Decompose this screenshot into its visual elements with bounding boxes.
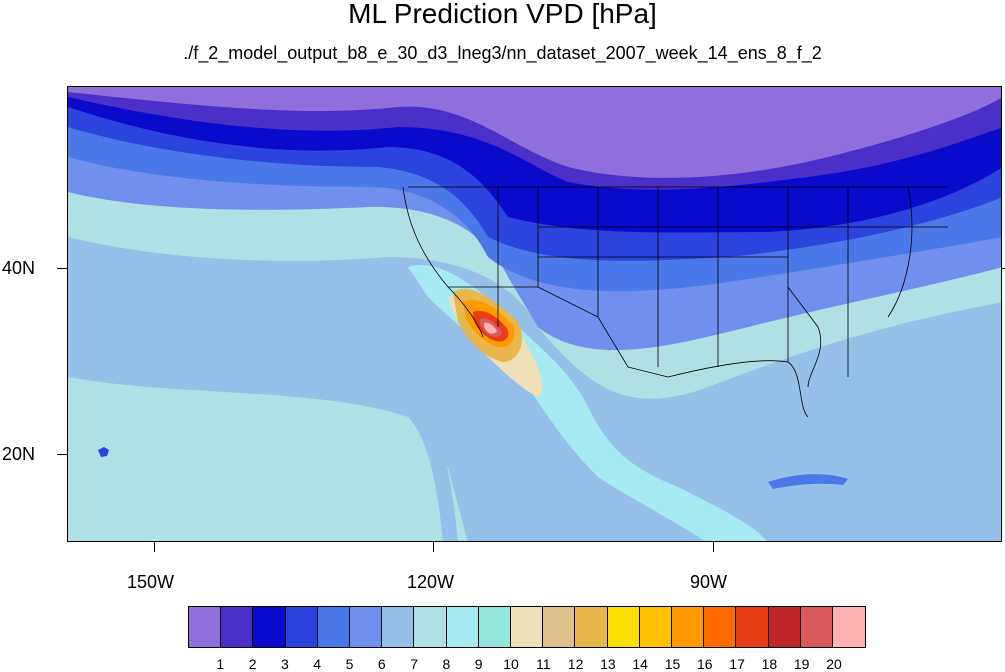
colorbar: [188, 606, 867, 648]
colorbar-label: 18: [761, 656, 778, 672]
colorbar-labels: 1 2 3 4 5 6 7 8 9 10 11 12 13 14 15 16 17 18 19 20: [0, 656, 1005, 672]
colorbar-swatch-18: [736, 607, 769, 647]
colorbar-label: 1: [216, 656, 225, 672]
colorbar-label: 4: [313, 656, 322, 672]
lon-label-150w: 150W: [127, 572, 175, 592]
colorbar-label: 9: [474, 656, 483, 672]
colorbar-label: 10: [503, 656, 519, 672]
colorbar-label: 2: [248, 656, 257, 672]
lon-label-90w: 90W: [690, 572, 728, 592]
colorbar-label: 11: [536, 656, 551, 672]
colorbar-swatch-12: [543, 607, 576, 647]
lon-tick-150w: [154, 542, 155, 552]
colorbar-label: 14: [632, 656, 648, 672]
colorbar-swatch-1: [189, 607, 222, 647]
colorbar-swatch-20: [800, 607, 834, 647]
lat-tick-20n-left: [57, 454, 67, 455]
colorbar-swatch-19: [768, 607, 801, 647]
colorbar-swatch-21: [833, 607, 866, 647]
colorbar-label: 19: [793, 656, 810, 672]
vpd-map: [67, 86, 1002, 542]
colorbar-label: 3: [280, 656, 289, 672]
colorbar-label: 16: [697, 656, 713, 672]
colorbar-label: 20: [826, 656, 842, 672]
colorbar-label: 6: [377, 656, 386, 672]
colorbar-swatch-6: [350, 607, 383, 647]
lat-label-20n: 20N: [2, 444, 36, 464]
map-title: ML Prediction VPD [hPa]: [348, 0, 657, 29]
colorbar-swatch-14: [607, 607, 640, 647]
lon-tick-90w: [713, 542, 714, 552]
lon-tick-120w: [433, 542, 434, 552]
colorbar-label: 7: [410, 656, 418, 672]
colorbar-swatch-2: [221, 607, 254, 647]
lat-label-40n: 40N: [2, 258, 36, 278]
colorbar-swatch-3: [253, 607, 286, 647]
colorbar-swatch-4: [285, 607, 318, 647]
colorbar-swatch-11: [511, 607, 544, 647]
colorbar-swatch-13: [575, 607, 608, 647]
colorbar-swatch-16: [672, 607, 705, 647]
colorbar-label: 13: [600, 656, 616, 672]
colorbar-label: 5: [345, 656, 354, 672]
colorbar-swatch-15: [639, 607, 673, 647]
vpd-map-canvas: [68, 87, 1001, 541]
colorbar-swatch-7: [382, 607, 415, 647]
lon-label-120w: 120W: [407, 572, 455, 592]
colorbar-label: 15: [664, 656, 681, 672]
lat-tick-40n-right: [1002, 268, 1005, 269]
colorbar-swatch-9: [446, 607, 479, 647]
colorbar-swatch-8: [414, 607, 447, 647]
colorbar-label: 12: [567, 656, 584, 672]
colorbar-swatch-17: [704, 607, 737, 647]
colorbar-label: 8: [442, 656, 451, 672]
lat-tick-40n-left: [57, 268, 67, 269]
map-subtitle: ./f_2_model_output_b8_e_30_d3_lneg3/nn_d…: [183, 43, 822, 63]
colorbar-swatch-10: [478, 607, 512, 647]
colorbar-swatch-5: [317, 607, 351, 647]
colorbar-label: 17: [729, 656, 745, 672]
